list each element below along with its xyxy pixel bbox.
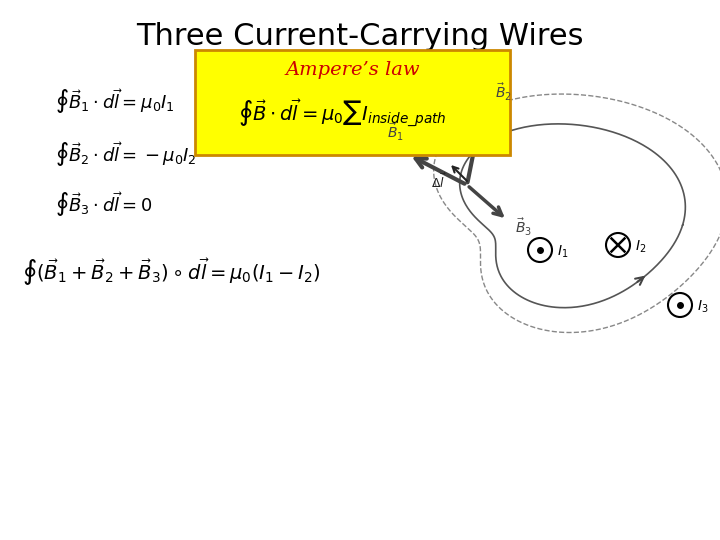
Text: Ampere’s law: Ampere’s law [285, 61, 420, 79]
Text: $\oint \vec{B}_2 \cdot d\vec{l} = -\mu_0 I_2$: $\oint \vec{B}_2 \cdot d\vec{l} = -\mu_0… [55, 140, 197, 170]
Text: Three Current-Carrying Wires: Three Current-Carrying Wires [136, 22, 584, 51]
Circle shape [606, 233, 630, 257]
Text: $I_2$: $I_2$ [635, 239, 647, 255]
Text: $\oint \vec{B} \cdot d\vec{l} = \mu_0 \sum I_{inside\_path}$: $\oint \vec{B} \cdot d\vec{l} = \mu_0 \s… [238, 97, 447, 129]
Text: $\oint \vec{B}_1 \cdot d\vec{l} = \mu_0 I_1$: $\oint \vec{B}_1 \cdot d\vec{l} = \mu_0 … [55, 87, 175, 117]
Text: $\oint \vec{B}_3 \cdot d\vec{l} = 0$: $\oint \vec{B}_3 \cdot d\vec{l} = 0$ [55, 191, 153, 219]
Text: $\oint (\vec{B}_1 + \vec{B}_2 + \vec{B}_3) \circ d\vec{l} = \mu_0 (I_1 - I_2)$: $\oint (\vec{B}_1 + \vec{B}_2 + \vec{B}_… [22, 256, 320, 288]
Circle shape [528, 238, 552, 262]
Text: $\vec{B}_3$: $\vec{B}_3$ [515, 217, 532, 238]
FancyBboxPatch shape [195, 50, 510, 155]
Text: $\vec{B}_2$: $\vec{B}_2$ [495, 82, 512, 103]
Circle shape [668, 293, 692, 317]
Text: $\Delta \vec{l}$: $\Delta \vec{l}$ [431, 173, 447, 191]
Text: $I_3$: $I_3$ [697, 299, 708, 315]
Text: $\vec{B}_1$: $\vec{B}_1$ [387, 122, 403, 143]
Text: $I_1$: $I_1$ [557, 244, 568, 260]
